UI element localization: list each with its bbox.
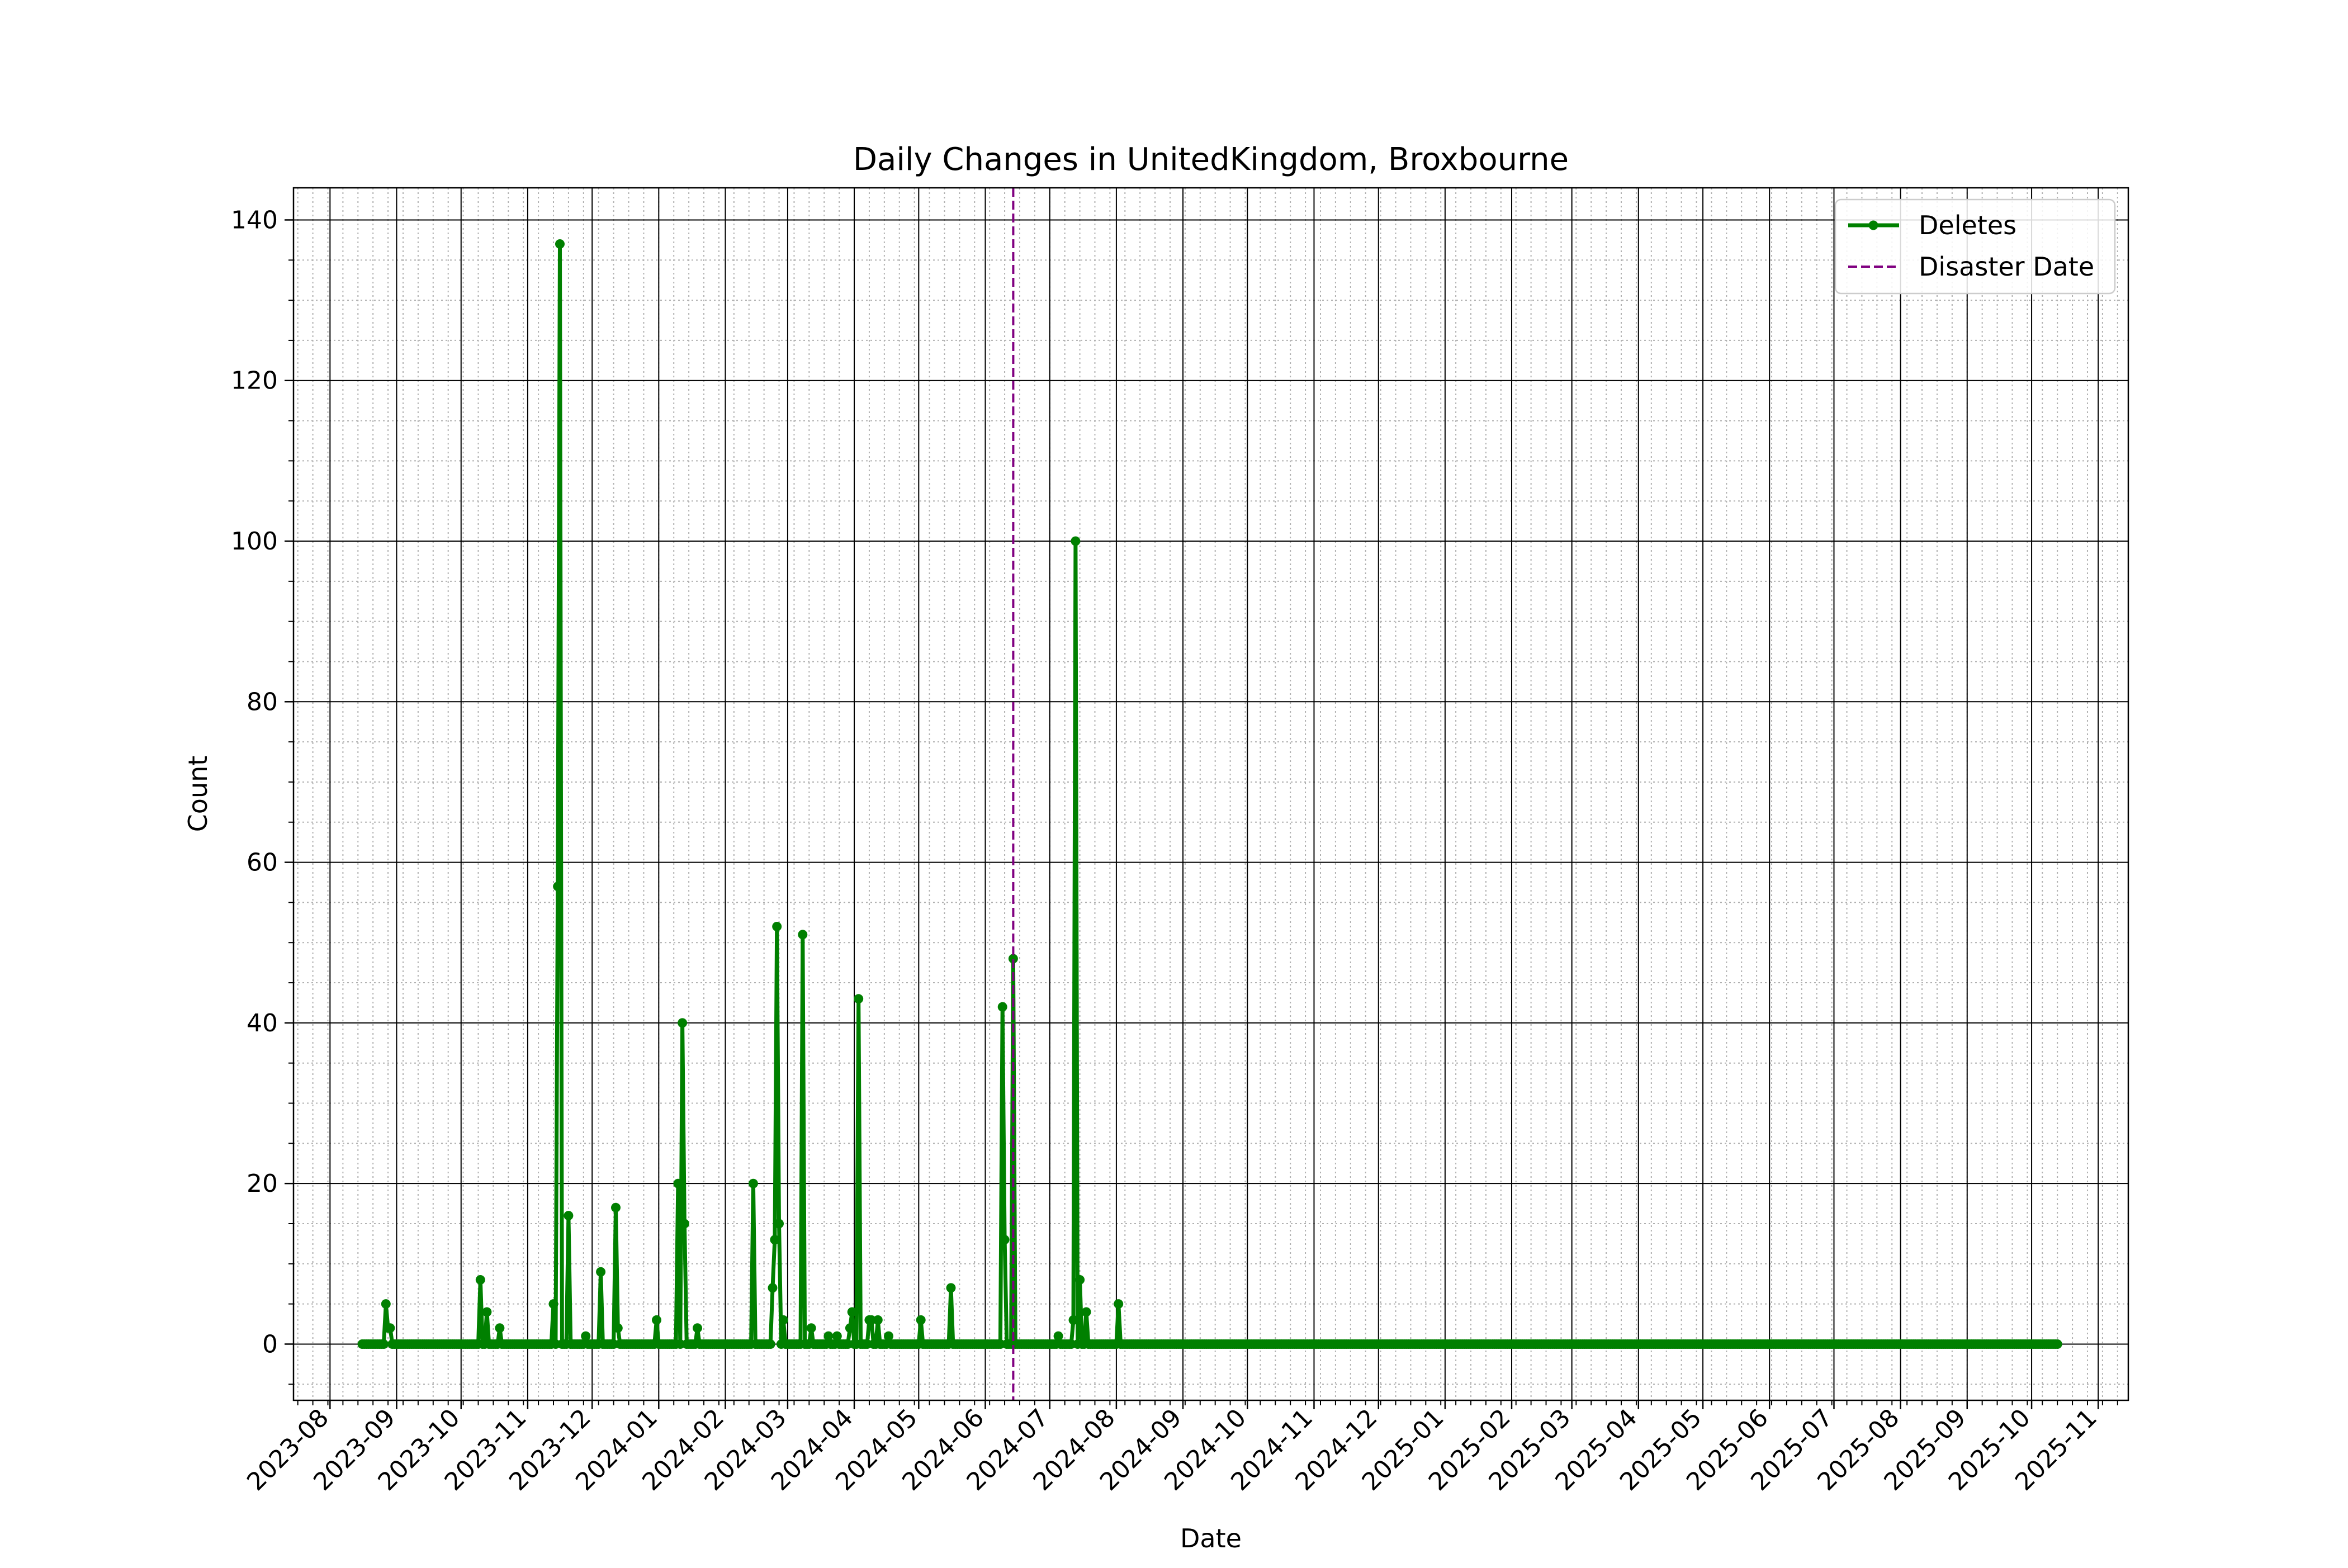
deletes-data-point <box>673 1178 683 1188</box>
deletes-data-point <box>765 1339 775 1349</box>
deletes-data-point <box>884 1331 893 1341</box>
deletes-data-point <box>1053 1331 1063 1341</box>
legend-deletes-marker <box>1868 220 1878 230</box>
deletes-data-point <box>916 1315 926 1325</box>
y-tick-label: 100 <box>231 527 278 556</box>
deletes-data-point <box>693 1323 702 1333</box>
deletes-data-point <box>611 1202 621 1212</box>
deletes-data-point <box>774 1219 784 1229</box>
deletes-data-point <box>613 1323 623 1333</box>
deletes-data-point <box>581 1331 591 1341</box>
deletes-data-point <box>772 922 782 931</box>
chart-title: Daily Changes in UnitedKingdom, Broxbour… <box>853 141 1569 178</box>
deletes-data-point <box>1000 1235 1010 1245</box>
deletes-data-point <box>854 994 864 1004</box>
deletes-data-point <box>495 1323 505 1333</box>
deletes-data-point <box>1071 536 1081 546</box>
deletes-data-point <box>652 1315 661 1325</box>
deletes-data-point <box>748 1178 758 1188</box>
y-axis-label: Count <box>183 756 213 832</box>
legend-deletes-label: Deletes <box>1919 210 2016 240</box>
deletes-data-point <box>832 1331 842 1341</box>
deletes-data-point <box>678 1018 688 1028</box>
deletes-data-point <box>847 1307 857 1317</box>
plot-data <box>357 188 2062 1400</box>
deletes-data-point <box>555 239 565 249</box>
deletes-data-point <box>2052 1339 2062 1349</box>
legend-disaster-label: Disaster Date <box>1919 252 2094 282</box>
y-tick-label: 0 <box>262 1330 278 1358</box>
y-tick-label: 20 <box>247 1169 278 1198</box>
y-tick-label: 120 <box>231 367 278 395</box>
deletes-data-point <box>1081 1307 1091 1317</box>
deletes-data-point <box>553 882 563 892</box>
deletes-data-point <box>679 1219 689 1229</box>
deletes-data-point <box>845 1323 855 1333</box>
deletes-data-point <box>1075 1275 1085 1285</box>
deletes-data-point <box>823 1331 834 1341</box>
deletes-data-point <box>1114 1299 1124 1309</box>
deletes-data-point <box>1008 954 1018 964</box>
deletes-data-point <box>596 1267 606 1277</box>
legend-box <box>1834 198 2116 295</box>
deletes-data-point <box>778 1315 788 1325</box>
deletes-data-point <box>548 1299 558 1309</box>
deletes-data-point <box>768 1283 778 1293</box>
deletes-data-point <box>482 1307 492 1317</box>
grid <box>294 188 2128 1400</box>
deletes-data-point <box>946 1283 956 1293</box>
plot-frame <box>292 187 2129 1401</box>
deletes-data-point <box>873 1315 883 1325</box>
deletes-data-point <box>385 1323 395 1333</box>
legend: Deletes Disaster Date <box>1834 198 2116 295</box>
deletes-data-point <box>378 1339 389 1349</box>
y-tick-label: 140 <box>231 206 278 234</box>
y-tick-label: 40 <box>247 1009 278 1038</box>
x-axis-label: Date <box>1180 1523 1242 1553</box>
deletes-data-point <box>381 1299 391 1309</box>
deletes-data-point <box>806 1323 816 1333</box>
deletes-data-point <box>475 1275 485 1285</box>
y-tick-label: 80 <box>247 688 278 716</box>
deletes-data-point <box>798 930 808 940</box>
deletes-data-point <box>564 1211 574 1221</box>
y-tick-label: 60 <box>247 849 278 877</box>
deletes-data-point <box>1068 1315 1078 1325</box>
deletes-data-point <box>770 1235 780 1245</box>
deletes-data-point <box>997 1002 1007 1012</box>
